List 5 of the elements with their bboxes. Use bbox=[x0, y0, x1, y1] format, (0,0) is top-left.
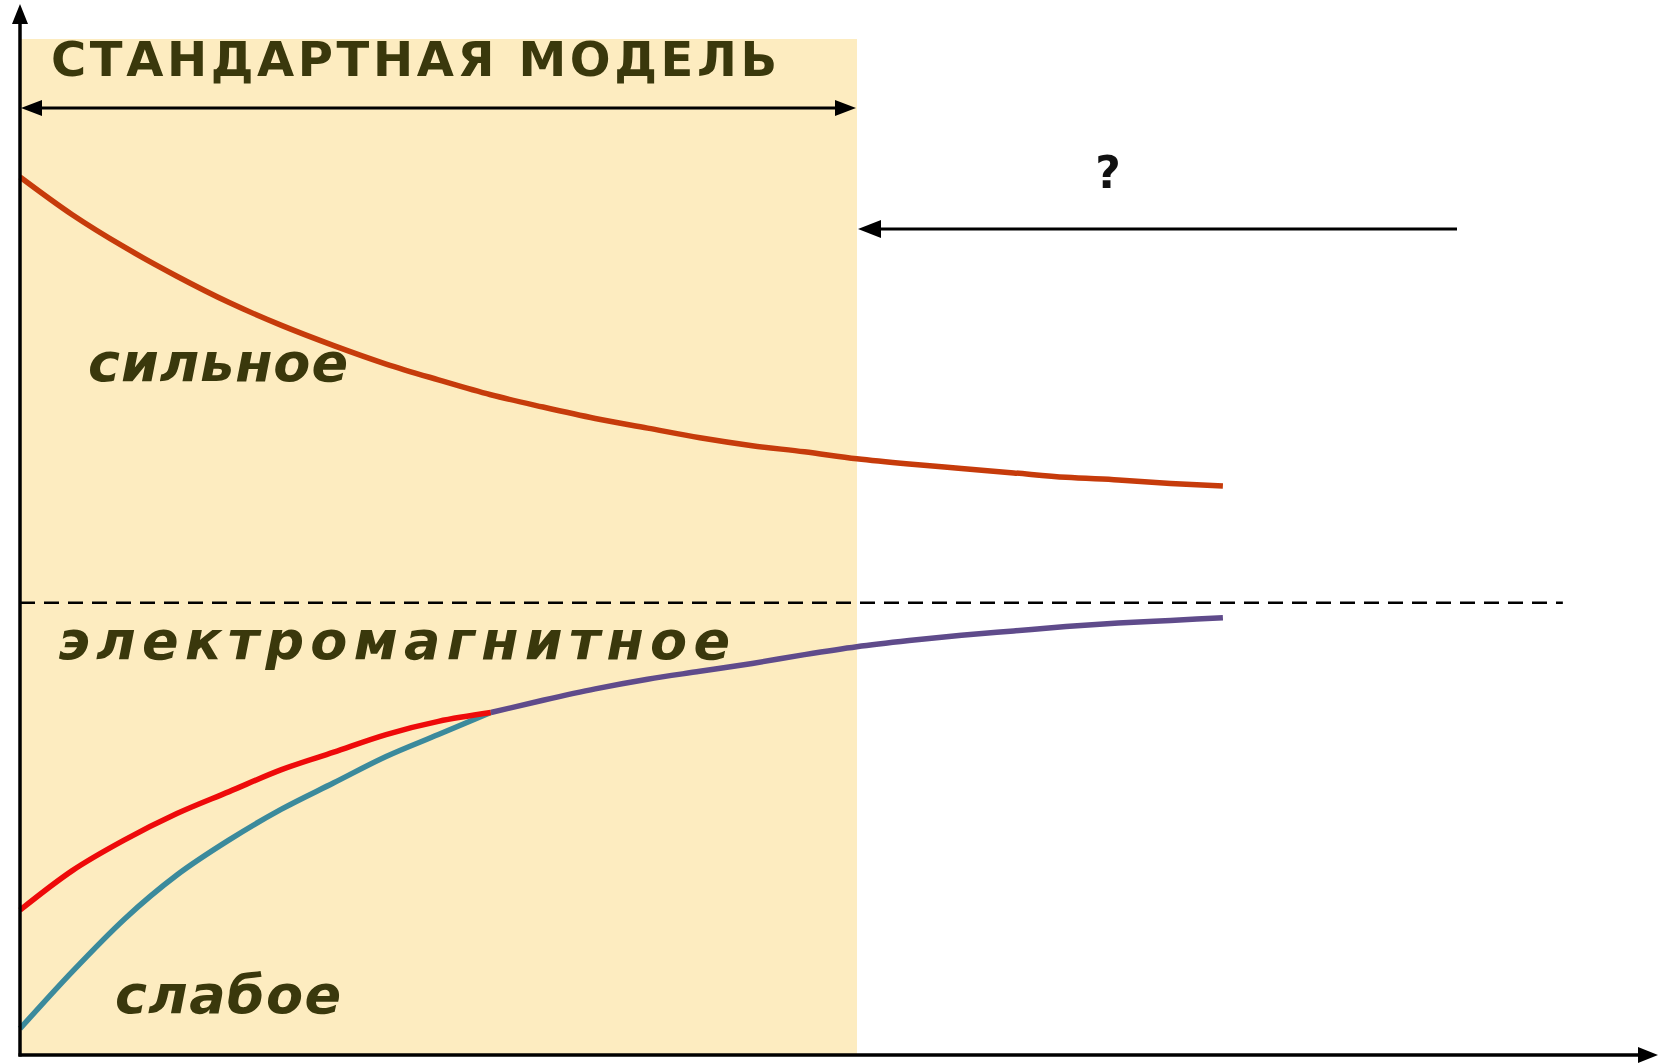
text: СТАНДАРТНАЯ МОДЕЛЬ bbox=[51, 31, 777, 87]
series-label: сильное bbox=[88, 331, 348, 394]
annotation: ? bbox=[1095, 147, 1121, 198]
series-label: слабое bbox=[115, 963, 341, 1026]
series-label: электромагнитное bbox=[58, 609, 730, 672]
